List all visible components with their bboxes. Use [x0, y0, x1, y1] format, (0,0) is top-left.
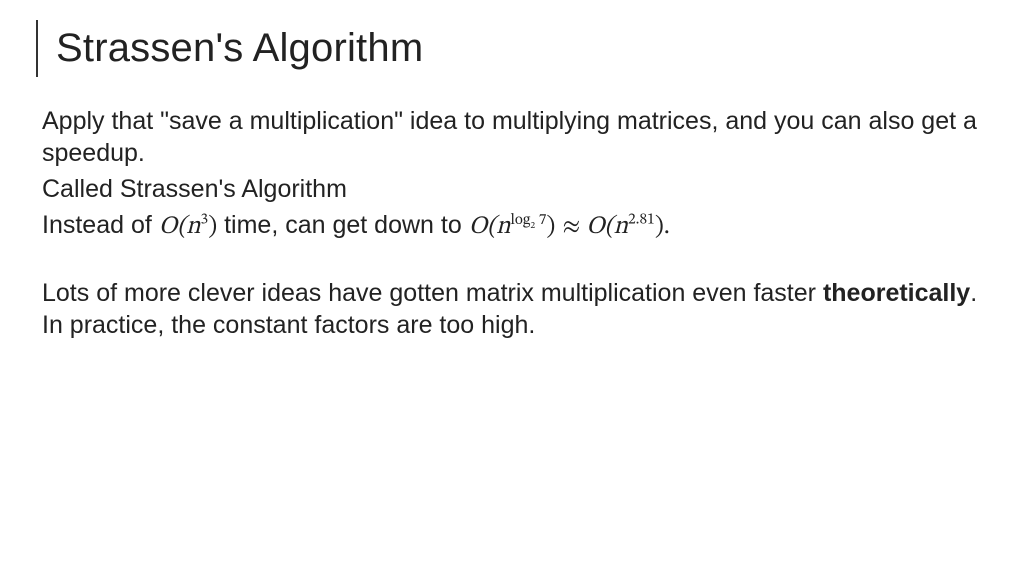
slide: Strassen's Algorithm Apply that "save a …: [0, 0, 1024, 576]
title-rule-container: Strassen's Algorithm: [36, 20, 984, 77]
text-lots-of: Lots of more clever ideas have gotten ma…: [42, 279, 823, 307]
math-o-n3: O(n3): [159, 214, 217, 239]
slide-body: Apply that "save a multiplication" idea …: [40, 105, 984, 341]
paragraph-intro: Apply that "save a multiplication" idea …: [42, 105, 984, 169]
slide-title: Strassen's Algorithm: [56, 26, 984, 71]
math-o-nlog27: O(nlog2 7): [469, 214, 556, 239]
paragraph-name: Called Strassen's Algorithm: [42, 173, 984, 205]
vertical-gap: [42, 247, 984, 277]
text-time-down-to: time, can get down to: [224, 211, 469, 239]
paragraph-theoretical: Lots of more clever ideas have gotten ma…: [42, 277, 984, 341]
paragraph-complexity: Instead of O(n3) time, can get down to O…: [42, 209, 984, 243]
text-instead-of: Instead of: [42, 211, 159, 239]
text-approx: ≈: [562, 214, 586, 239]
math-o-n281: O(n2.81).: [586, 214, 670, 239]
text-theoretically: theoretically: [823, 279, 970, 307]
